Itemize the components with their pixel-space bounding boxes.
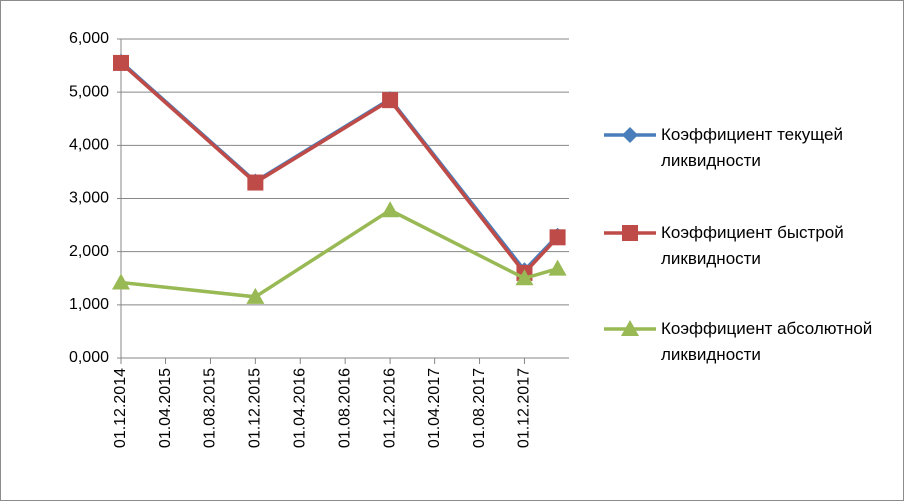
y-tick-label: 2,000	[69, 243, 109, 260]
marker	[549, 229, 566, 246]
legend-label: Коэффициент абсолютной ликвидности	[661, 319, 873, 364]
y-tick-label: 5,000	[69, 83, 109, 100]
y-tick-label: 0,000	[69, 349, 109, 366]
legend-label: Коэффициент быстрой ликвидности	[661, 223, 844, 268]
marker	[382, 92, 399, 109]
series-line	[119, 60, 559, 273]
x-tick-label: 01.08.2015	[202, 368, 219, 448]
x-tick-label: 01.12.2016	[381, 368, 398, 448]
marker	[548, 259, 567, 276]
marker	[515, 269, 534, 286]
x-tick-label: 01.08.2016	[336, 368, 353, 448]
x-tick-label: 01.04.2015	[157, 368, 174, 448]
x-tick-label: 01.04.2017	[426, 368, 443, 448]
marker	[246, 287, 265, 304]
x-tick-label: 01.12.2014	[112, 368, 129, 448]
legend-label: Коэффициент текущей ликвидности	[661, 125, 844, 170]
y-tick-label: 3,000	[69, 190, 109, 207]
marker	[622, 127, 638, 143]
y-tick-label: 6,000	[69, 30, 109, 47]
marker	[247, 174, 264, 191]
marker	[112, 273, 130, 290]
y-tick-label: 4,000	[69, 137, 109, 154]
marker	[622, 225, 638, 241]
marker	[113, 54, 129, 71]
x-tick-label: 01.08.2017	[471, 368, 488, 448]
series-line	[120, 208, 559, 299]
marker	[621, 320, 639, 336]
y-tick-label: 1,000	[69, 296, 109, 313]
x-tick-label: 01.12.2015	[247, 368, 264, 448]
x-tick-label: 01.12.2017	[516, 368, 533, 448]
x-tick-label: 01.04.2016	[291, 368, 308, 448]
marker	[381, 201, 400, 218]
